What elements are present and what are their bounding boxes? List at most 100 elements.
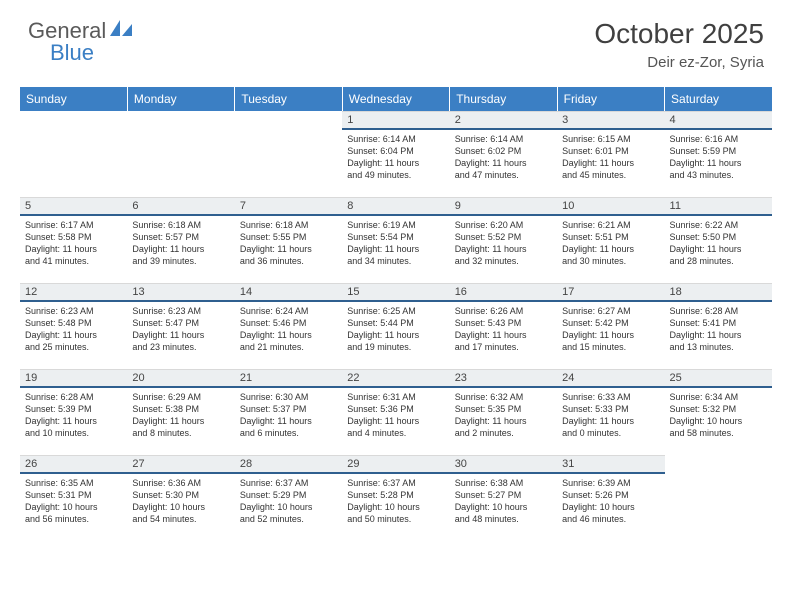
- day-number: 23: [450, 369, 557, 388]
- day-content: Sunrise: 6:34 AMSunset: 5:32 PMDaylight:…: [665, 388, 772, 442]
- day-content: Sunrise: 6:39 AMSunset: 5:26 PMDaylight:…: [557, 474, 664, 528]
- day-line-sr: Sunrise: 6:35 AM: [25, 477, 122, 489]
- calendar-head: SundayMondayTuesdayWednesdayThursdayFrid…: [20, 87, 772, 111]
- day-line-d2: and 23 minutes.: [132, 341, 229, 353]
- day-line-d2: and 32 minutes.: [455, 255, 552, 267]
- day-line-d1: Daylight: 10 hours: [132, 501, 229, 513]
- day-line-d1: Daylight: 11 hours: [455, 329, 552, 341]
- day-line-d1: Daylight: 11 hours: [562, 415, 659, 427]
- day-content: Sunrise: 6:32 AMSunset: 5:35 PMDaylight:…: [450, 388, 557, 442]
- day-content: Sunrise: 6:19 AMSunset: 5:54 PMDaylight:…: [342, 216, 449, 270]
- day-content: Sunrise: 6:28 AMSunset: 5:41 PMDaylight:…: [665, 302, 772, 356]
- day-line-d2: and 47 minutes.: [455, 169, 552, 181]
- day-line-d2: and 49 minutes.: [347, 169, 444, 181]
- day-number: 21: [235, 369, 342, 388]
- day-line-ss: Sunset: 5:37 PM: [240, 403, 337, 415]
- day-line-d1: Daylight: 11 hours: [670, 329, 767, 341]
- calendar-week-row: 26Sunrise: 6:35 AMSunset: 5:31 PMDayligh…: [20, 455, 772, 541]
- day-line-d2: and 21 minutes.: [240, 341, 337, 353]
- weekday-header: Saturday: [665, 87, 772, 111]
- day-number: 17: [557, 283, 664, 302]
- day-content: Sunrise: 6:16 AMSunset: 5:59 PMDaylight:…: [665, 130, 772, 184]
- day-line-sr: Sunrise: 6:36 AM: [132, 477, 229, 489]
- day-line-d1: Daylight: 11 hours: [347, 157, 444, 169]
- day-number: 3: [557, 111, 664, 130]
- day-line-d1: Daylight: 10 hours: [240, 501, 337, 513]
- calendar-cell: 28Sunrise: 6:37 AMSunset: 5:29 PMDayligh…: [235, 455, 342, 541]
- day-number: 20: [127, 369, 234, 388]
- day-number: 15: [342, 283, 449, 302]
- day-line-d1: Daylight: 11 hours: [132, 243, 229, 255]
- day-line-d2: and 52 minutes.: [240, 513, 337, 525]
- day-line-ss: Sunset: 5:47 PM: [132, 317, 229, 329]
- calendar-cell: 22Sunrise: 6:31 AMSunset: 5:36 PMDayligh…: [342, 369, 449, 455]
- day-content: Sunrise: 6:23 AMSunset: 5:47 PMDaylight:…: [127, 302, 234, 356]
- title-block: October 2025 Deir ez-Zor, Syria: [594, 18, 764, 71]
- day-line-sr: Sunrise: 6:28 AM: [670, 305, 767, 317]
- day-line-d1: Daylight: 11 hours: [132, 329, 229, 341]
- day-line-ss: Sunset: 5:43 PM: [455, 317, 552, 329]
- day-line-sr: Sunrise: 6:37 AM: [347, 477, 444, 489]
- day-line-ss: Sunset: 5:36 PM: [347, 403, 444, 415]
- day-content: Sunrise: 6:30 AMSunset: 5:37 PMDaylight:…: [235, 388, 342, 442]
- calendar-cell: 2Sunrise: 6:14 AMSunset: 6:02 PMDaylight…: [450, 111, 557, 197]
- day-line-ss: Sunset: 5:30 PM: [132, 489, 229, 501]
- day-number: 10: [557, 197, 664, 216]
- day-line-d2: and 43 minutes.: [670, 169, 767, 181]
- day-content: Sunrise: 6:14 AMSunset: 6:04 PMDaylight:…: [342, 130, 449, 184]
- day-content: Sunrise: 6:29 AMSunset: 5:38 PMDaylight:…: [127, 388, 234, 442]
- day-number: 25: [665, 369, 772, 388]
- calendar-cell: 1Sunrise: 6:14 AMSunset: 6:04 PMDaylight…: [342, 111, 449, 197]
- day-content: Sunrise: 6:37 AMSunset: 5:28 PMDaylight:…: [342, 474, 449, 528]
- day-line-d1: Daylight: 11 hours: [670, 157, 767, 169]
- day-content: Sunrise: 6:36 AMSunset: 5:30 PMDaylight:…: [127, 474, 234, 528]
- day-line-ss: Sunset: 5:50 PM: [670, 231, 767, 243]
- day-line-ss: Sunset: 6:02 PM: [455, 145, 552, 157]
- day-line-sr: Sunrise: 6:25 AM: [347, 305, 444, 317]
- day-line-d2: and 0 minutes.: [562, 427, 659, 439]
- calendar-cell: 12Sunrise: 6:23 AMSunset: 5:48 PMDayligh…: [20, 283, 127, 369]
- calendar-cell: 20Sunrise: 6:29 AMSunset: 5:38 PMDayligh…: [127, 369, 234, 455]
- calendar-week-row: 5Sunrise: 6:17 AMSunset: 5:58 PMDaylight…: [20, 197, 772, 283]
- day-line-d1: Daylight: 11 hours: [25, 329, 122, 341]
- calendar-cell: 29Sunrise: 6:37 AMSunset: 5:28 PMDayligh…: [342, 455, 449, 541]
- calendar-cell: 6Sunrise: 6:18 AMSunset: 5:57 PMDaylight…: [127, 197, 234, 283]
- day-line-sr: Sunrise: 6:17 AM: [25, 219, 122, 231]
- calendar-cell: 14Sunrise: 6:24 AMSunset: 5:46 PMDayligh…: [235, 283, 342, 369]
- day-content: Sunrise: 6:25 AMSunset: 5:44 PMDaylight:…: [342, 302, 449, 356]
- day-number: 24: [557, 369, 664, 388]
- day-line-sr: Sunrise: 6:26 AM: [455, 305, 552, 317]
- month-title: October 2025: [594, 18, 764, 50]
- calendar-cell: 26Sunrise: 6:35 AMSunset: 5:31 PMDayligh…: [20, 455, 127, 541]
- day-content: Sunrise: 6:37 AMSunset: 5:29 PMDaylight:…: [235, 474, 342, 528]
- day-line-ss: Sunset: 5:59 PM: [670, 145, 767, 157]
- logo-text-blue: Blue: [50, 40, 94, 66]
- logo-sail-icon: [110, 20, 132, 43]
- day-line-d2: and 46 minutes.: [562, 513, 659, 525]
- day-number: 29: [342, 455, 449, 474]
- calendar-cell: 13Sunrise: 6:23 AMSunset: 5:47 PMDayligh…: [127, 283, 234, 369]
- day-line-sr: Sunrise: 6:23 AM: [132, 305, 229, 317]
- day-line-d2: and 58 minutes.: [670, 427, 767, 439]
- day-number: 30: [450, 455, 557, 474]
- day-line-ss: Sunset: 5:39 PM: [25, 403, 122, 415]
- day-line-ss: Sunset: 6:04 PM: [347, 145, 444, 157]
- calendar-cell: 9Sunrise: 6:20 AMSunset: 5:52 PMDaylight…: [450, 197, 557, 283]
- day-line-ss: Sunset: 6:01 PM: [562, 145, 659, 157]
- day-line-sr: Sunrise: 6:14 AM: [347, 133, 444, 145]
- calendar-cell: 31Sunrise: 6:39 AMSunset: 5:26 PMDayligh…: [557, 455, 664, 541]
- calendar-cell: 30Sunrise: 6:38 AMSunset: 5:27 PMDayligh…: [450, 455, 557, 541]
- day-line-ss: Sunset: 5:27 PM: [455, 489, 552, 501]
- day-line-d2: and 45 minutes.: [562, 169, 659, 181]
- day-number: 18: [665, 283, 772, 302]
- day-line-ss: Sunset: 5:52 PM: [455, 231, 552, 243]
- calendar-cell: [20, 111, 127, 197]
- day-line-d1: Daylight: 10 hours: [455, 501, 552, 513]
- day-number: 28: [235, 455, 342, 474]
- day-line-d1: Daylight: 11 hours: [670, 243, 767, 255]
- weekday-header: Wednesday: [342, 87, 449, 111]
- calendar-cell: 23Sunrise: 6:32 AMSunset: 5:35 PMDayligh…: [450, 369, 557, 455]
- day-line-ss: Sunset: 5:33 PM: [562, 403, 659, 415]
- calendar-cell: 25Sunrise: 6:34 AMSunset: 5:32 PMDayligh…: [665, 369, 772, 455]
- day-line-ss: Sunset: 5:44 PM: [347, 317, 444, 329]
